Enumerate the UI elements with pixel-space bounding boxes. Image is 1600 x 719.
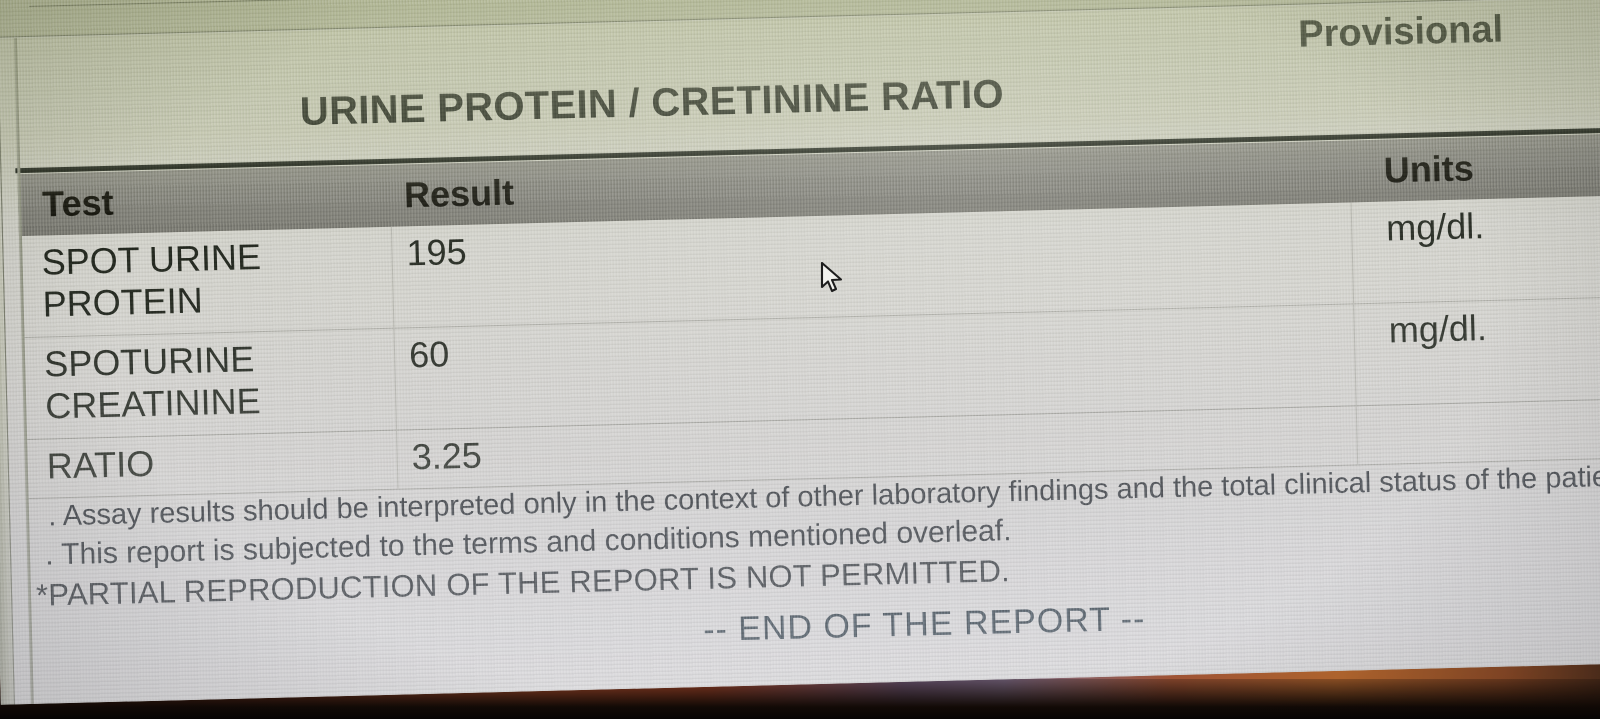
status-badge: Provisional xyxy=(1297,8,1504,56)
results-table: Test Result Units SPOT URINE PROTEIN 195… xyxy=(17,132,1600,500)
page-title: URINE PROTEIN / CRETININE RATIO xyxy=(299,71,1005,134)
bed-ward-label: Bed/Ward xyxy=(27,0,300,6)
column-header-test: Test xyxy=(41,181,115,225)
cell-test: RATIO xyxy=(46,442,155,487)
cell-test: SPOTURINE CREATININE xyxy=(43,338,262,427)
cell-units xyxy=(1355,398,1600,465)
cell-units: mg/dl. xyxy=(1350,194,1600,304)
cell-test: SPOT URINE PROTEIN xyxy=(41,236,262,326)
end-of-report-text: -- END OF THE REPORT -- xyxy=(702,599,1146,649)
cell-units: mg/dl. xyxy=(1353,296,1600,406)
column-header-units: Units xyxy=(1383,147,1475,191)
